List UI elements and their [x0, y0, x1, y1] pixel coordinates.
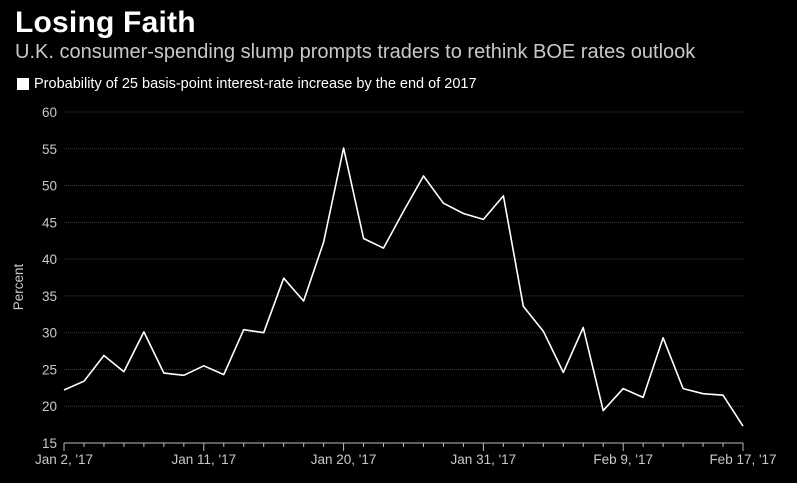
data-point — [682, 388, 684, 390]
data-point — [63, 389, 65, 391]
y-tick-label: 45 — [42, 215, 57, 230]
data-point — [482, 218, 484, 220]
data-point — [502, 195, 504, 197]
data-point — [622, 388, 624, 390]
data-point — [343, 147, 345, 149]
data-point — [423, 175, 425, 177]
y-tick-label: 20 — [42, 399, 57, 414]
data-point — [702, 393, 704, 395]
x-tick-label: Feb 9, '17 — [593, 452, 653, 467]
y-tick-label: 25 — [42, 362, 57, 377]
y-tick-label: 15 — [42, 436, 57, 451]
data-point — [722, 394, 724, 396]
data-point — [363, 238, 365, 240]
data-point — [123, 371, 125, 373]
data-point — [742, 425, 744, 427]
data-point — [542, 330, 544, 332]
legend-swatch — [17, 78, 29, 90]
data-point — [642, 396, 644, 398]
data-point — [263, 332, 265, 334]
y-axis-label: Percent — [11, 263, 26, 310]
data-point — [283, 277, 285, 279]
data-point — [323, 241, 325, 243]
data-point — [183, 374, 185, 376]
legend: Probability of 25 basis-point interest-r… — [17, 76, 477, 92]
x-tick-label: Jan 20, '17 — [311, 452, 377, 467]
y-tick-label: 55 — [42, 142, 57, 157]
data-point — [602, 410, 604, 412]
series-line — [63, 147, 744, 427]
data-point — [143, 331, 145, 333]
x-tick-label: Jan 31, '17 — [451, 452, 517, 467]
data-point — [582, 327, 584, 329]
data-point — [303, 300, 305, 302]
data-point — [383, 247, 385, 249]
y-tick-label: 40 — [42, 252, 57, 267]
y-tick-label: 50 — [42, 179, 57, 194]
data-point — [403, 210, 405, 212]
y-tick-label: 60 — [42, 105, 57, 120]
y-tick-label: 35 — [42, 289, 57, 304]
x-tick-label: Jan 2, '17 — [35, 452, 93, 467]
data-point — [562, 371, 564, 373]
data-point — [463, 213, 465, 215]
data-point — [163, 372, 165, 374]
data-point — [243, 329, 245, 331]
data-point — [522, 305, 524, 307]
data-point — [203, 365, 205, 367]
legend-label: Probability of 25 basis-point interest-r… — [34, 76, 477, 92]
data-point — [223, 374, 225, 376]
x-tick-label: Jan 11, '17 — [171, 452, 236, 467]
chart-subtitle: U.K. consumer-spending slump prompts tra… — [15, 41, 696, 63]
x-tick-label: Feb 17, '17 — [709, 452, 776, 467]
y-tick-label: 30 — [42, 326, 57, 341]
data-point — [103, 355, 105, 357]
data-point — [83, 380, 85, 382]
chart-title: Losing Faith — [15, 6, 196, 39]
data-point — [662, 337, 664, 339]
data-point — [443, 202, 445, 204]
